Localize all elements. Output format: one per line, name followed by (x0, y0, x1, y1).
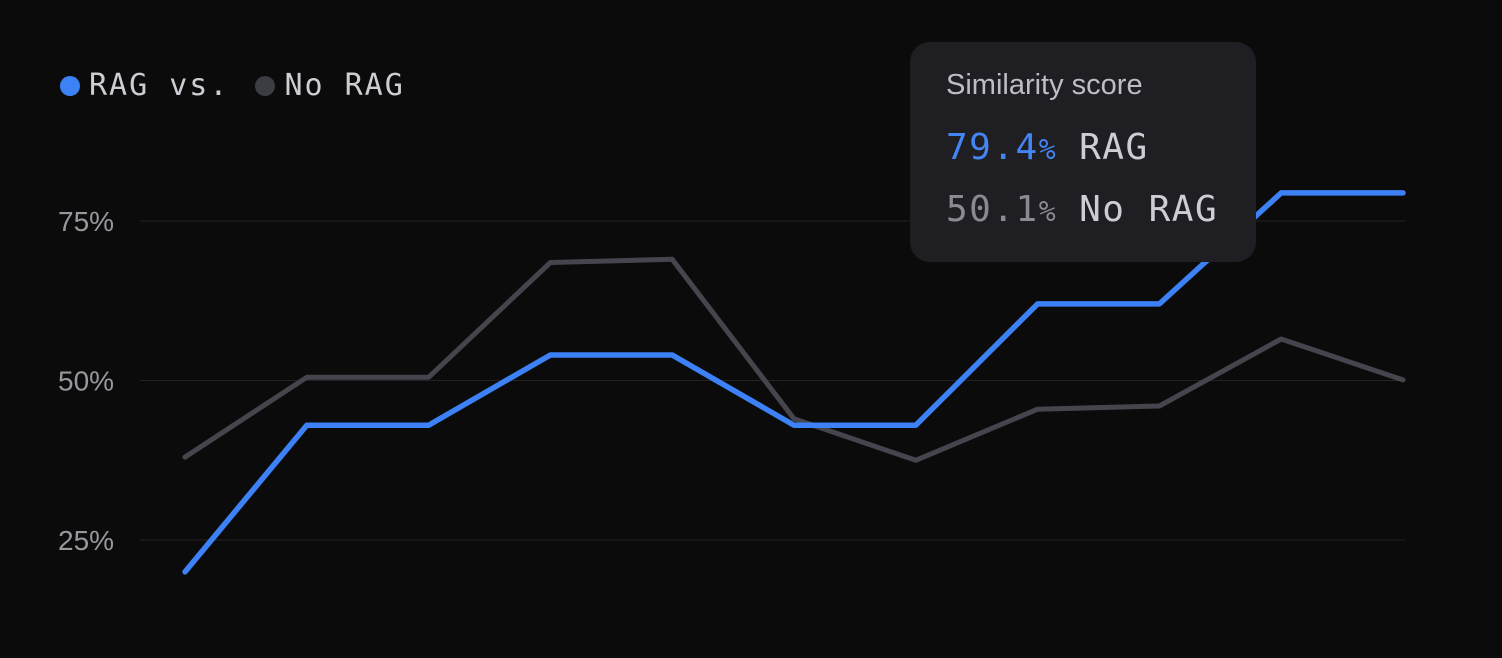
tooltip-row-rag: 79.4% RAG (946, 128, 1220, 170)
similarity-tooltip: Similarity score 79.4% RAG 50.1% No RAG (910, 42, 1256, 262)
rag-line (182, 190, 1406, 575)
no-rag-value-number: 50.1 (946, 189, 1039, 230)
rag-value-label: RAG (1079, 127, 1149, 168)
rag-value: 79.4% (946, 127, 1057, 168)
no-rag-legend-dot-icon (255, 75, 276, 96)
no-rag-legend-label: No RAG (284, 68, 405, 103)
rag-value-percent-sign: % (1038, 133, 1058, 166)
y-axis-tick-label: 75% (58, 206, 114, 237)
rag-value-number: 79.4 (946, 127, 1039, 168)
y-axis-tick-label: 25% (58, 525, 114, 556)
no-rag-value-label: No RAG (1079, 189, 1219, 230)
rag-legend-label: RAG vs. (89, 68, 230, 103)
no-rag-line (182, 256, 1406, 463)
no-rag-value: 50.1% (946, 189, 1057, 230)
tooltip-title: Similarity score (946, 69, 1143, 101)
y-axis-tick-label: 50% (58, 366, 114, 397)
chart-legend: RAG vs. No RAG (60, 68, 405, 103)
no-rag-value-percent-sign: % (1038, 195, 1058, 228)
rag-legend-dot-icon (60, 75, 80, 96)
tooltip-row-no-rag: 50.1% No RAG (946, 190, 1220, 232)
